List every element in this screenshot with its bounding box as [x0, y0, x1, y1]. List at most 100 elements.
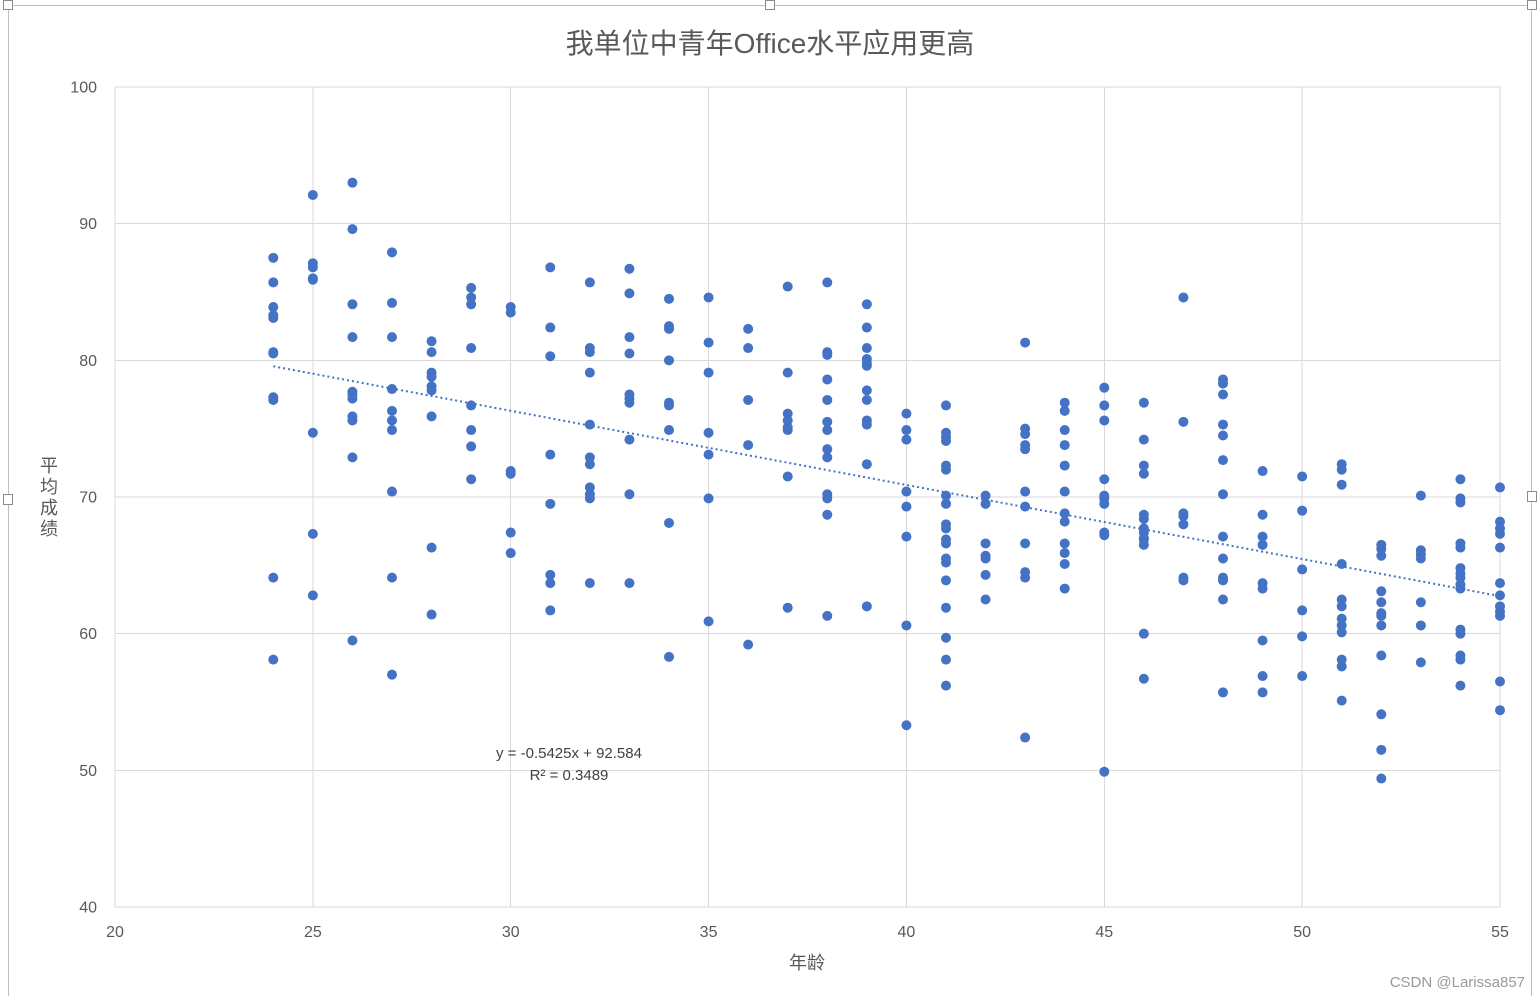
data-point[interactable]	[1218, 389, 1228, 400]
data-point[interactable]	[624, 578, 635, 589]
data-point[interactable]	[901, 425, 912, 436]
data-point[interactable]	[1415, 597, 1426, 608]
data-point[interactable]	[664, 355, 674, 366]
data-point[interactable]	[861, 322, 872, 333]
data-point[interactable]	[1336, 479, 1347, 490]
data-point[interactable]	[901, 486, 912, 497]
data-point[interactable]	[1178, 292, 1189, 303]
data-point[interactable]	[1059, 583, 1070, 594]
data-point[interactable]	[1455, 542, 1466, 553]
data-point[interactable]	[1218, 378, 1228, 389]
data-point[interactable]	[1059, 486, 1070, 497]
data-point[interactable]	[1178, 519, 1189, 530]
data-point[interactable]	[1336, 558, 1347, 569]
data-point[interactable]	[1455, 572, 1466, 583]
data-point[interactable]	[1020, 572, 1031, 583]
data-point[interactable]	[664, 323, 674, 334]
trendline-equation[interactable]: y = -0.5425x + 92.584	[496, 745, 642, 762]
data-point[interactable]	[1495, 610, 1505, 621]
data-point[interactable]	[1257, 466, 1268, 477]
data-point[interactable]	[584, 452, 595, 463]
data-point[interactable]	[822, 374, 833, 385]
data-point[interactable]	[545, 605, 556, 616]
data-point[interactable]	[387, 332, 397, 343]
data-point[interactable]	[1495, 516, 1505, 527]
data-point[interactable]	[1376, 610, 1387, 621]
data-point[interactable]	[387, 415, 397, 426]
data-point[interactable]	[307, 189, 318, 200]
data-point[interactable]	[822, 394, 833, 405]
data-point[interactable]	[624, 288, 635, 299]
data-point[interactable]	[387, 405, 397, 416]
selection-handle-top-right[interactable]	[1527, 0, 1537, 10]
data-point[interactable]	[1099, 498, 1110, 509]
data-point[interactable]	[1178, 511, 1189, 522]
data-point[interactable]	[466, 343, 477, 354]
data-point[interactable]	[1336, 661, 1347, 672]
selection-handle-top-left[interactable]	[3, 0, 13, 10]
data-point[interactable]	[941, 490, 951, 501]
data-point[interactable]	[426, 371, 437, 382]
data-point[interactable]	[1099, 382, 1110, 393]
data-point[interactable]	[782, 415, 793, 426]
data-point[interactable]	[1257, 509, 1268, 520]
data-point[interactable]	[268, 252, 279, 263]
data-point[interactable]	[268, 302, 279, 313]
data-point[interactable]	[1415, 490, 1426, 501]
data-point[interactable]	[782, 281, 793, 292]
data-point[interactable]	[1099, 474, 1110, 485]
data-point[interactable]	[1336, 613, 1347, 624]
data-point[interactable]	[941, 464, 951, 475]
data-point[interactable]	[822, 425, 833, 436]
data-point[interactable]	[664, 517, 674, 528]
data-point[interactable]	[347, 452, 358, 463]
data-point[interactable]	[1257, 531, 1268, 542]
data-point[interactable]	[1495, 528, 1505, 539]
data-point[interactable]	[782, 602, 793, 613]
data-point[interactable]	[1099, 530, 1110, 541]
data-point[interactable]	[1218, 455, 1228, 466]
data-point[interactable]	[1059, 516, 1070, 527]
data-point[interactable]	[268, 394, 279, 405]
selection-handle-left-middle[interactable]	[3, 494, 13, 505]
data-point[interactable]	[347, 415, 358, 426]
data-point[interactable]	[584, 493, 595, 504]
data-point[interactable]	[1020, 444, 1031, 455]
data-point[interactable]	[1178, 416, 1189, 427]
data-point[interactable]	[941, 654, 951, 665]
data-point[interactable]	[545, 569, 556, 580]
data-point[interactable]	[347, 299, 358, 310]
data-point[interactable]	[624, 489, 635, 500]
data-point[interactable]	[1336, 620, 1347, 631]
data-point[interactable]	[426, 609, 437, 620]
data-point[interactable]	[1218, 687, 1228, 698]
data-point[interactable]	[703, 427, 714, 438]
data-point[interactable]	[1297, 631, 1308, 642]
data-point[interactable]	[545, 498, 556, 509]
data-point[interactable]	[782, 471, 793, 482]
data-point[interactable]	[1455, 654, 1466, 665]
data-point[interactable]	[1020, 337, 1031, 348]
data-point[interactable]	[624, 332, 635, 343]
data-point[interactable]	[1297, 505, 1308, 516]
data-point[interactable]	[901, 434, 912, 445]
data-point[interactable]	[624, 434, 635, 445]
data-point[interactable]	[1059, 508, 1070, 519]
data-point[interactable]	[782, 408, 793, 419]
data-point[interactable]	[307, 590, 318, 601]
data-point[interactable]	[1059, 405, 1070, 416]
data-point[interactable]	[307, 427, 318, 438]
data-point[interactable]	[1495, 482, 1505, 493]
data-point[interactable]	[584, 347, 595, 358]
x-axis-title[interactable]: 年龄	[789, 953, 825, 973]
data-point[interactable]	[1218, 575, 1228, 586]
data-point[interactable]	[268, 572, 279, 583]
data-point[interactable]	[1376, 620, 1387, 631]
data-point[interactable]	[1059, 425, 1070, 436]
data-point[interactable]	[861, 360, 872, 371]
data-point[interactable]	[1138, 539, 1149, 550]
data-point[interactable]	[941, 400, 951, 411]
data-point[interactable]	[1099, 400, 1110, 411]
data-point[interactable]	[307, 528, 318, 539]
